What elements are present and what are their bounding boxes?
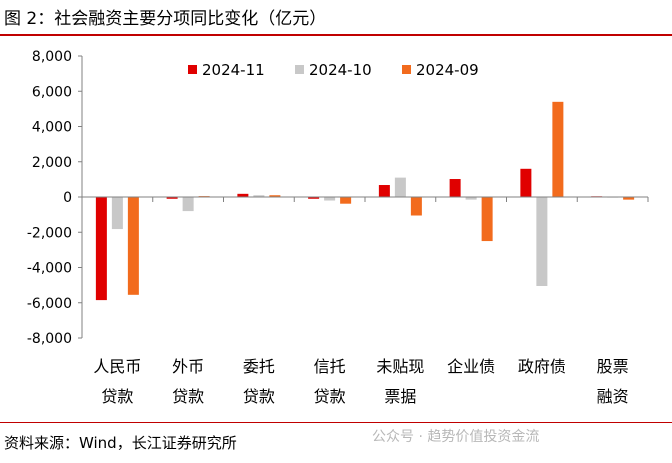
bar-2024-10-4: [394, 177, 406, 197]
category-label: 委托: [243, 357, 275, 376]
watermark: 公众号 · 趋势价值投资金流: [372, 429, 540, 445]
category-label: 外币: [172, 357, 204, 376]
bar-2024-11-2: [237, 193, 249, 197]
bar-2024-11-6: [520, 168, 532, 197]
y-tick-label: 2,000: [32, 155, 72, 171]
bar-2024-10-5: [465, 197, 477, 200]
category-label: 贷款: [243, 387, 275, 406]
category-label: 人民币: [93, 357, 141, 376]
bar-2024-10-0: [111, 197, 123, 230]
y-tick-label: -4,000: [27, 261, 72, 277]
category-label: 贷款: [314, 387, 346, 406]
bar-2024-11-0: [95, 197, 107, 301]
bar-2024-11-3: [308, 197, 320, 199]
bar-2024-10-3: [324, 197, 336, 201]
y-tick-label: -2,000: [27, 225, 72, 241]
y-tick-label: -8,000: [27, 331, 72, 347]
y-tick-label: 4,000: [32, 120, 72, 136]
bar-2024-09-5: [481, 197, 493, 242]
bar-2024-09-2: [269, 195, 281, 197]
category-label: 信托: [314, 357, 346, 376]
bar-chart: 8,000 6,000 4,000 2,000 0 -2,000 -4,000 -6,000 -…: [27, 49, 649, 406]
legend-swatch-2024-10: [295, 65, 304, 74]
y-tick-label: 8,000: [32, 49, 72, 65]
bar-2024-09-6: [552, 101, 564, 197]
bar-2024-10-1: [182, 197, 194, 212]
category-label: 票据: [384, 387, 416, 406]
y-tick-label: 0: [63, 190, 72, 206]
bar-2024-11-4: [378, 185, 390, 197]
category-label: 贷款: [101, 387, 133, 406]
y-tick-label: 6,000: [32, 84, 72, 100]
source-divider: [0, 422, 672, 423]
chart-title: 图 2：社会融资主要分项同比变化（亿元）: [4, 9, 327, 29]
legend-label-2024-10: 2024-10: [309, 61, 372, 79]
category-label: 贷款: [172, 387, 204, 406]
source-note: 资料来源：Wind，长江证券研究所: [4, 434, 237, 452]
legend-swatch-2024-11: [188, 65, 197, 74]
legend-label-2024-09: 2024-09: [416, 61, 479, 79]
bar-2024-09-4: [410, 197, 422, 216]
category-label: 融资: [597, 387, 629, 406]
title-divider: [0, 34, 672, 36]
legend-label-2024-11: 2024-11: [202, 61, 265, 79]
bar-2024-09-7: [623, 197, 635, 200]
category-label: 未贴现: [376, 357, 424, 376]
category-label: 政府债: [518, 357, 566, 376]
bar-2024-09-3: [340, 197, 352, 204]
bar-2024-10-6: [536, 197, 548, 287]
legend-swatch-2024-09: [402, 65, 411, 74]
bar-2024-11-5: [449, 179, 461, 197]
category-label: 股票: [597, 357, 629, 376]
category-label: 企业债: [447, 357, 495, 376]
bar-2024-09-0: [127, 197, 139, 295]
bar-2024-11-1: [166, 197, 178, 199]
y-tick-label: -6,000: [27, 296, 72, 312]
bar-2024-10-2: [253, 195, 265, 197]
